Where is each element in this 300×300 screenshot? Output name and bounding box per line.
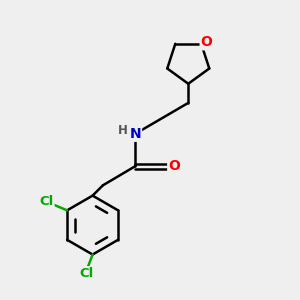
Text: H: H [118,124,128,137]
Text: Cl: Cl [80,267,94,280]
Text: O: O [168,159,180,173]
Text: N: N [130,127,141,141]
Text: Cl: Cl [39,195,54,208]
Text: O: O [201,35,212,49]
